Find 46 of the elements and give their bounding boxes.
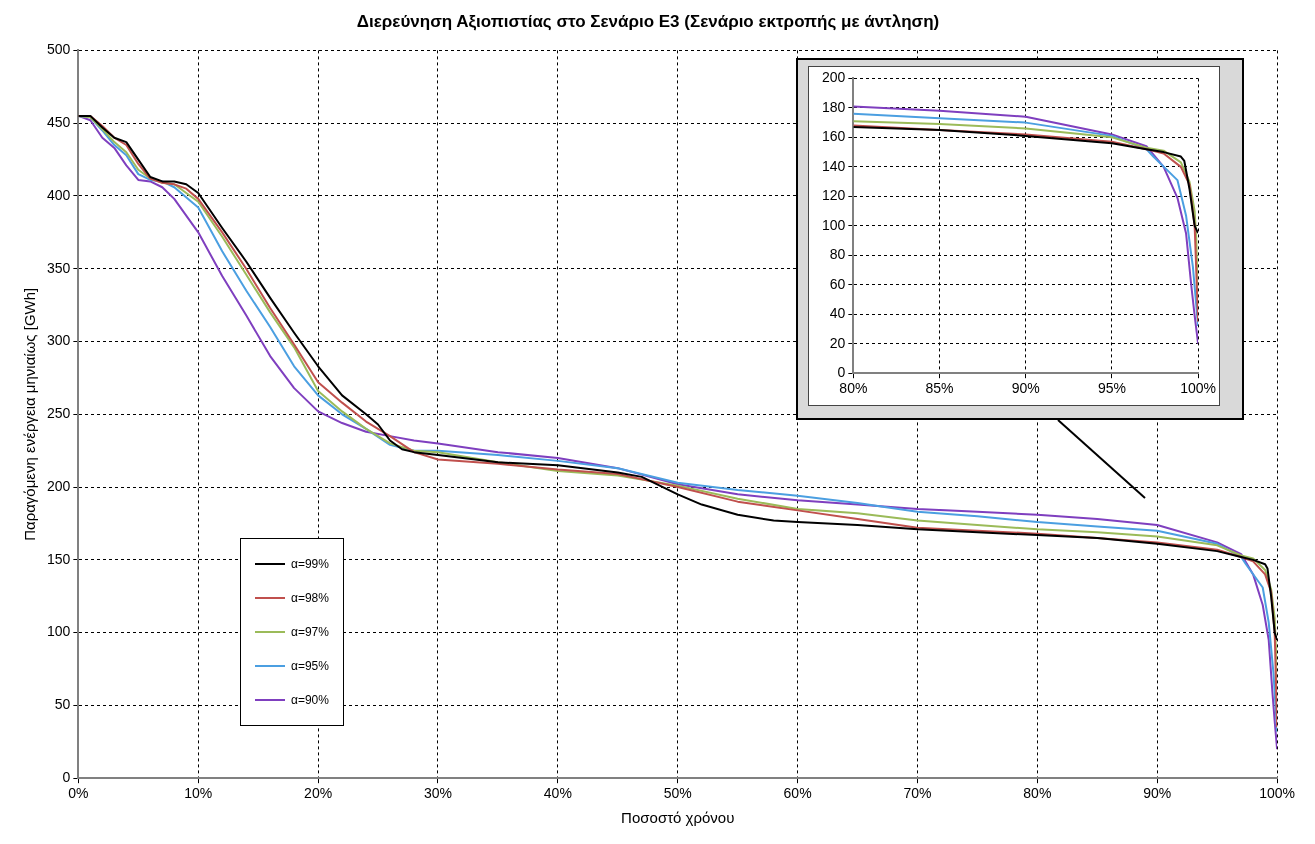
x-tick-label: 50%: [663, 785, 692, 802]
x-tick-label: 90%: [1143, 785, 1172, 802]
y-tick-label: 80: [829, 246, 846, 263]
x-tick-label: 10%: [184, 785, 213, 802]
legend-label: α=90%: [291, 693, 329, 707]
x-axis-title: Ποσοστό χρόνου: [621, 809, 735, 827]
y-tick-label: 140: [822, 157, 846, 174]
x-tick-label: 30%: [423, 785, 452, 802]
legend-label: α=95%: [291, 659, 329, 673]
y-tick-label: 400: [47, 186, 71, 203]
y-tick-label: 40: [829, 305, 846, 322]
y-tick-label: 50: [54, 696, 71, 713]
x-tick-label: 0%: [68, 785, 89, 802]
y-tick-label: 300: [47, 332, 71, 349]
y-tick-label: 450: [47, 114, 71, 131]
x-tick-label: 20%: [304, 785, 333, 802]
x-tick-label: 80%: [839, 380, 868, 397]
x-tick-label: 100%: [1180, 380, 1216, 397]
y-tick-label: 120: [822, 187, 846, 204]
legend-label: α=98%: [291, 591, 329, 605]
y-tick-label: 180: [822, 98, 846, 115]
chart-title: Διερεύνηση Αξιοπιστίας στο Σενάριο Ε3 (Σενάριο εκτροπής με άντληση): [356, 11, 940, 31]
y-tick-label: 0: [62, 769, 71, 786]
y-tick-label: 500: [47, 41, 71, 58]
x-tick-label: 85%: [925, 380, 954, 397]
y-tick-label: 60: [829, 275, 846, 292]
x-tick-label: 100%: [1259, 785, 1295, 802]
y-tick-label: 100: [47, 623, 71, 640]
y-tick-label: 150: [47, 550, 71, 567]
y-axis-title: Παραγόμενη ενέργεια μηνιαίως [GWh]: [21, 287, 39, 541]
y-tick-label: 200: [822, 69, 846, 86]
x-tick-label: 80%: [1023, 785, 1052, 802]
x-tick-label: 70%: [903, 785, 932, 802]
y-tick-label: 160: [822, 128, 846, 145]
y-tick-label: 100: [822, 216, 846, 233]
y-tick-label: 20: [829, 334, 846, 351]
x-tick-label: 40%: [543, 785, 572, 802]
legend-label: α=97%: [291, 625, 329, 639]
y-tick-label: 350: [47, 259, 71, 276]
x-tick-label: 90%: [1011, 380, 1040, 397]
y-tick-label: 0: [837, 364, 846, 381]
x-tick-label: 95%: [1097, 380, 1126, 397]
y-tick-label: 200: [47, 477, 71, 494]
y-tick-label: 250: [47, 405, 71, 422]
legend-label: α=99%: [291, 557, 329, 571]
x-tick-label: 60%: [783, 785, 812, 802]
